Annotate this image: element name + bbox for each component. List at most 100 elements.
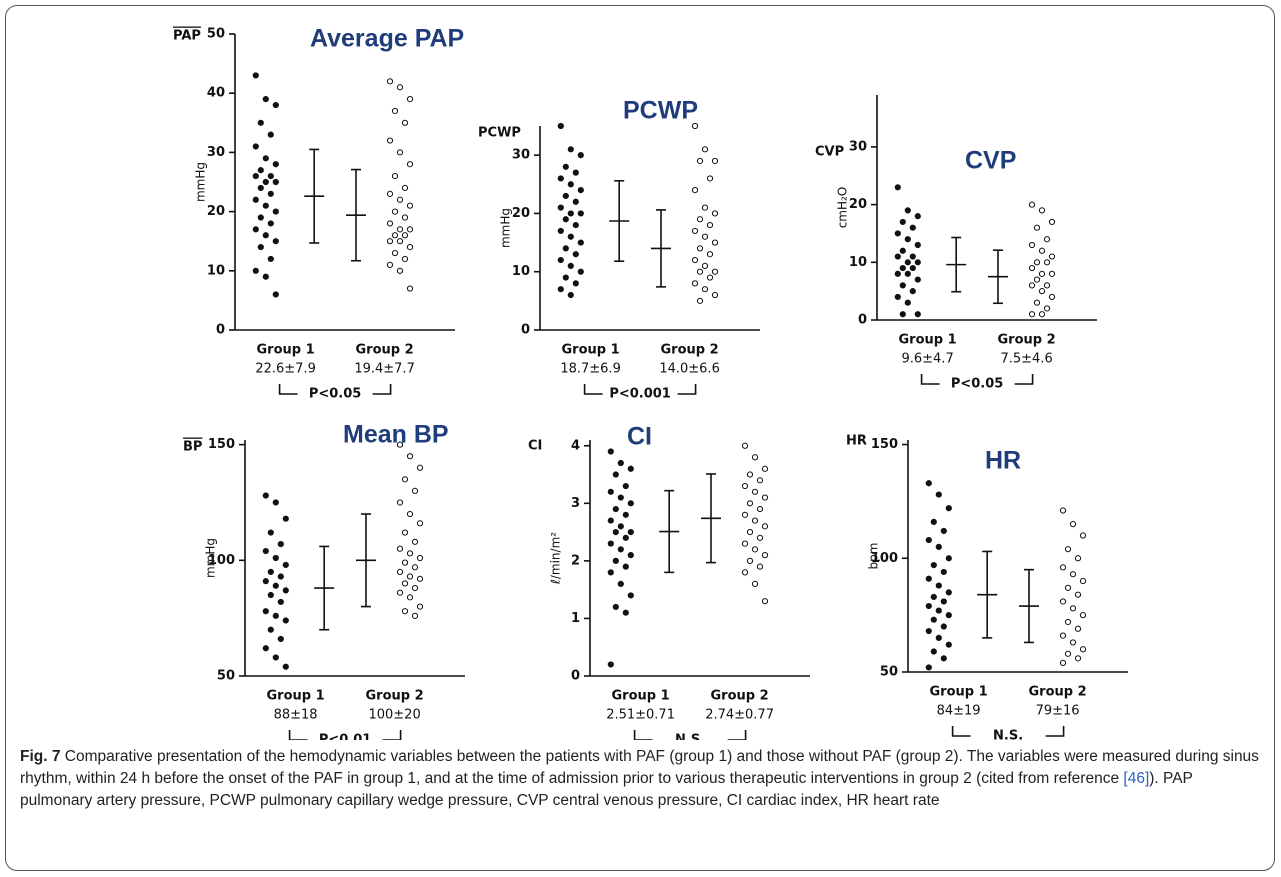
y-top-label: CI (528, 439, 542, 454)
dot-open (706, 221, 714, 229)
chart-title: Mean BP (343, 421, 449, 449)
comparison-label: P<0.001 (609, 387, 671, 402)
dot-open (411, 564, 419, 571)
dot-filled (617, 580, 624, 588)
dot-filled (262, 578, 269, 585)
dot-open (401, 559, 409, 566)
dot-open (761, 494, 769, 501)
dot-open (391, 249, 399, 257)
caption-ref[interactable]: [46] (1123, 770, 1150, 787)
dot-open (391, 107, 399, 115)
dot-filled (914, 213, 921, 220)
dot-filled (935, 607, 942, 614)
dot-open (1079, 646, 1087, 653)
dot-filled (272, 101, 279, 109)
dot-open (416, 464, 424, 471)
group-stat: 2.51±0.71 (606, 708, 675, 723)
dot-filled (262, 178, 269, 186)
dot-filled (940, 568, 947, 576)
dot-filled (272, 554, 279, 562)
dot-open (751, 517, 759, 524)
dot-open (696, 157, 704, 165)
caption: Fig. 7 Comparative presentation of the h… (20, 746, 1265, 812)
group-stat: 7.5±4.6 (1000, 352, 1052, 367)
y-tick-label: 0 (216, 323, 225, 338)
dot-filled (899, 264, 906, 272)
dot-open (411, 612, 419, 619)
dot-filled (567, 181, 574, 188)
dot-filled (272, 238, 279, 245)
dot-filled (899, 311, 906, 318)
dot-open (696, 268, 704, 275)
dot-filled (914, 259, 921, 266)
caption-text: Comparative presentation of the hemodyna… (20, 748, 1259, 787)
group-label: Group 1 (612, 689, 670, 704)
dot-open (396, 589, 404, 596)
dot-open (1048, 218, 1056, 226)
dot-open (396, 238, 404, 245)
comparison-label: P<0.05 (309, 387, 362, 402)
dot-filled (622, 482, 629, 490)
dot-filled (567, 262, 574, 269)
y-tick-label: 50 (207, 27, 225, 42)
y-axis-label: mmHg (499, 208, 513, 248)
dot-open (406, 161, 414, 168)
dot-open (396, 499, 404, 506)
y-tick-label: 150 (871, 437, 898, 452)
dot-open (406, 96, 414, 103)
dot-open (1043, 259, 1051, 266)
dot-filled (945, 589, 952, 596)
group-label: Group 1 (267, 689, 325, 704)
dot-open (406, 202, 414, 209)
dot-open (391, 208, 399, 215)
dot-open (1064, 546, 1072, 553)
comparison-bracket (288, 730, 402, 740)
group-label: Group 2 (1029, 685, 1087, 700)
dot-open (401, 119, 409, 126)
dot-filled (935, 582, 942, 589)
dot-open (401, 214, 409, 221)
dot-open (386, 238, 394, 245)
dot-open (406, 244, 414, 251)
dot-filled (627, 465, 634, 472)
group-stat: 2.74±0.77 (705, 708, 774, 723)
dot-filled (562, 192, 569, 200)
dot-open (1038, 288, 1046, 295)
dot-filled (612, 505, 619, 513)
dot-filled (894, 270, 901, 277)
dot-open (1074, 655, 1082, 662)
dot-filled (925, 536, 932, 544)
y-top-label: PCWP (478, 126, 521, 141)
group-label: Group 2 (998, 333, 1056, 348)
dot-filled (267, 190, 274, 197)
dot-open (1064, 650, 1072, 657)
dot-open (406, 453, 414, 460)
dot-filled (282, 663, 289, 670)
dot-open (411, 584, 419, 592)
dot-filled (940, 598, 947, 605)
figure-frame (5, 5, 1275, 871)
dot-filled (572, 198, 579, 205)
dot-open (391, 232, 399, 239)
group-label: Group 2 (661, 343, 719, 358)
y-top-label: PAP (173, 29, 201, 44)
dot-filled (557, 256, 564, 264)
y-tick-label: 20 (512, 206, 530, 221)
dot-open (691, 280, 699, 287)
dot-open (386, 78, 394, 85)
dot-open (411, 487, 419, 495)
dot-filled (282, 617, 289, 624)
y-tick-label: 50 (217, 669, 235, 684)
chart-title: CI (627, 423, 652, 451)
dot-open (711, 239, 719, 246)
y-top-label: CVP (815, 145, 844, 160)
dot-open (1059, 632, 1067, 639)
dot-open (1069, 639, 1077, 646)
dot-open (701, 286, 709, 293)
group-label: Group 2 (366, 689, 424, 704)
group-stat: 18.7±6.9 (560, 362, 621, 377)
dot-open (1038, 311, 1046, 318)
dot-filled (607, 540, 614, 547)
dot-open (761, 465, 769, 472)
